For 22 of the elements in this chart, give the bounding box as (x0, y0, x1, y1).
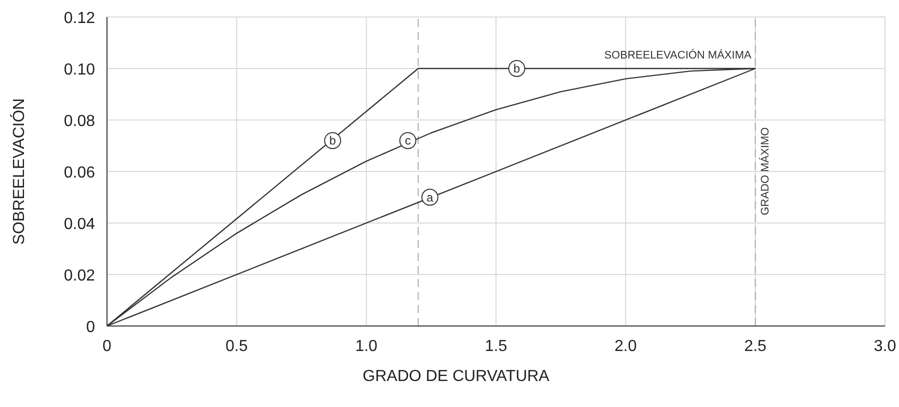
y-tick-label: 0.10 (64, 62, 96, 78)
x-tick-label: 0.5 (226, 338, 248, 355)
x-tick-label: 0 (102, 338, 112, 355)
y-tick-label: 0.04 (64, 216, 96, 233)
x-tick-label: 2.0 (614, 338, 637, 355)
y-tick-label: 0.06 (64, 164, 96, 182)
annotation: a (426, 190, 434, 204)
y-tick-label: 0.02 (64, 268, 96, 284)
x-tick-label: 1.0 (355, 338, 378, 355)
y-tick-label: 0.12 (64, 10, 96, 27)
y-axis-title: SOBREELEVACIÓN (10, 98, 28, 245)
y-tick-label: 0.08 (64, 113, 96, 130)
annotation: SOBREELEVACIÓN MÁXIMA (604, 48, 752, 62)
x-tick-label: 1.5 (484, 338, 508, 355)
annotation: b (513, 62, 520, 76)
y-tick-label: 0 (86, 319, 96, 336)
x-axis-title: GRADO DE CURVATURA (362, 368, 550, 385)
ref-line-label: GRADO MÁXIMO (758, 126, 772, 216)
annotation: b (329, 134, 336, 148)
x-tick-label: 3.0 (874, 338, 896, 355)
annotation: c (404, 134, 411, 148)
x-tick-label: 2.5 (744, 338, 767, 355)
